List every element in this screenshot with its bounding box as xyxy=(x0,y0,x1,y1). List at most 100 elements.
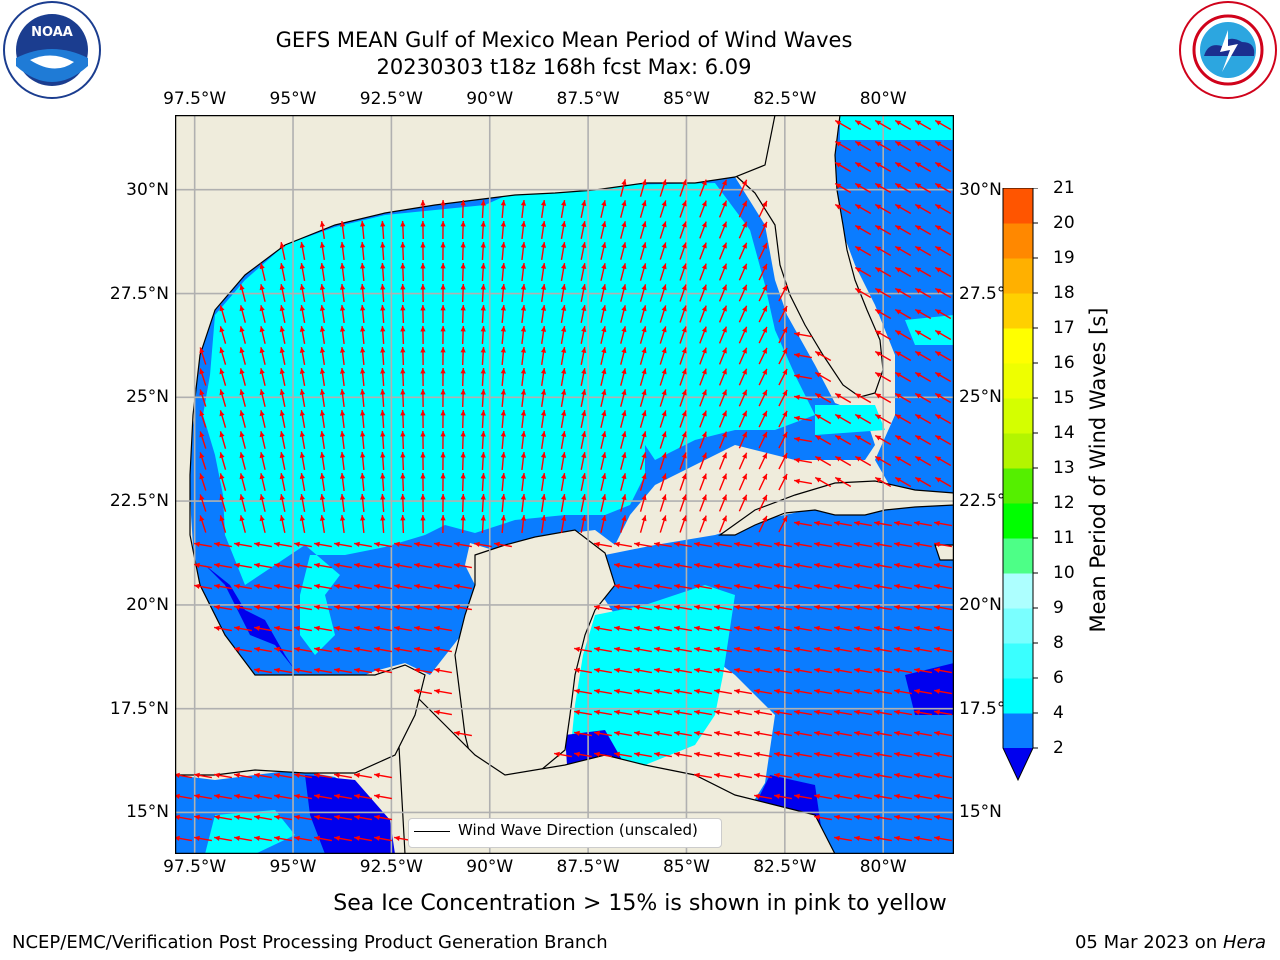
wave-direction-arrowhead xyxy=(614,583,620,589)
wave-direction-arrowhead xyxy=(895,414,902,420)
wave-direction-arrowhead xyxy=(440,326,446,332)
wave-direction-arrowhead xyxy=(714,541,720,547)
wave-direction-arrowhead xyxy=(394,562,400,568)
wave-direction-arrowhead xyxy=(855,246,862,252)
wave-direction-arrowhead xyxy=(762,284,767,291)
wave-direction-arrowhead xyxy=(440,242,446,248)
wave-direction-arrowhead xyxy=(834,604,840,610)
wave-direction-arrowhead xyxy=(314,835,320,841)
wave-direction-arrowhead xyxy=(721,452,727,459)
wave-direction-arrowhead xyxy=(874,625,880,631)
wave-direction-arrowhead xyxy=(434,667,440,673)
wave-direction-arrowhead xyxy=(714,751,720,757)
wave-direction-arrowhead xyxy=(915,225,922,231)
wave-direction-arrowhead xyxy=(500,473,506,479)
wave-direction-arrowhead xyxy=(935,162,942,168)
wave-direction-arrowhead xyxy=(694,667,700,673)
wave-direction-arrowhead xyxy=(641,305,647,312)
wave-direction-arrowhead xyxy=(894,625,900,631)
wave-direction-arrowhead xyxy=(734,751,740,757)
wave-direction-arrowhead xyxy=(742,410,747,417)
wave-direction-arrowhead xyxy=(674,730,680,736)
wave-direction-arrowhead xyxy=(674,625,680,631)
wave-direction-arrowhead xyxy=(239,494,245,501)
wave-direction-arrowhead xyxy=(875,120,882,126)
wave-direction-arrowhead xyxy=(794,478,800,484)
wave-direction-arrowhead xyxy=(299,347,305,353)
wave-direction-arrowhead xyxy=(594,688,600,694)
wave-direction-arrowhead xyxy=(935,309,942,315)
wave-direction-arrowhead xyxy=(460,515,466,521)
wave-direction-arrowhead xyxy=(254,646,260,652)
wave-direction-arrowhead xyxy=(520,263,527,269)
wave-direction-arrowhead xyxy=(601,452,607,459)
wave-direction-arrowhead xyxy=(915,477,922,483)
wave-direction-arrowhead xyxy=(874,520,880,526)
wave-direction-arrowhead xyxy=(259,389,265,396)
wave-direction-arrowhead xyxy=(794,772,800,778)
wave-direction-arrowhead xyxy=(601,284,607,291)
pacific-low xyxy=(305,775,395,854)
wave-direction-arrowhead xyxy=(319,263,326,269)
wave-direction-arrowhead xyxy=(319,515,326,521)
wave-direction-arrowhead xyxy=(394,646,400,652)
wave-direction-arrowhead xyxy=(440,284,446,290)
wave-direction-arrowhead xyxy=(754,751,760,757)
colorbar-tick-label: 10 xyxy=(1053,563,1075,583)
wave-direction-arrowhead xyxy=(794,331,800,337)
wave-direction-arrowhead xyxy=(614,667,620,673)
wave-direction-arrowhead xyxy=(354,604,360,610)
wave-direction-arrowhead xyxy=(374,814,380,820)
wave-direction-arrowhead xyxy=(934,793,940,799)
colorbar xyxy=(1002,188,1038,782)
wave-direction-arrowhead xyxy=(895,120,902,126)
wave-direction-arrowhead xyxy=(934,562,940,568)
wave-direction-arrowhead xyxy=(681,368,687,375)
lon-tick-bottom: 82.5°W xyxy=(753,857,817,877)
colorbar-tick-label: 4 xyxy=(1053,703,1064,723)
wave-direction-arrowhead xyxy=(500,452,506,458)
wave-direction-arrowhead xyxy=(782,515,788,522)
wave-direction-arrowhead xyxy=(480,410,486,416)
wave-direction-arrowhead xyxy=(239,284,245,291)
wave-direction-arrowhead xyxy=(199,515,205,522)
wave-direction-arrowhead xyxy=(721,368,727,375)
wave-direction-arrowhead xyxy=(895,246,902,252)
wave-direction-arrowhead xyxy=(520,494,527,500)
wave-direction-arrowhead xyxy=(460,305,466,311)
wave-direction-arrowhead xyxy=(614,730,620,736)
wave-direction-arrowhead xyxy=(641,284,647,291)
wave-direction-arrowhead xyxy=(334,793,340,799)
wave-direction-arrowhead xyxy=(319,326,326,332)
lat-tick-left: 22.5°N xyxy=(109,491,169,512)
wave-direction-arrowhead xyxy=(581,515,587,521)
wave-direction-arrowhead xyxy=(480,347,486,353)
wave-direction-arrowhead xyxy=(935,225,942,231)
wave-direction-arrowhead xyxy=(520,515,527,521)
wave-direction-arrowhead xyxy=(835,204,842,210)
wave-direction-arrowhead xyxy=(374,793,380,799)
colorbar-band xyxy=(1003,678,1033,714)
wave-direction-arrowhead xyxy=(259,284,265,291)
wave-direction-arrowhead xyxy=(734,541,740,547)
wave-direction-arrowhead xyxy=(814,751,820,757)
wave-direction-arrowhead xyxy=(561,494,567,500)
wave-direction-arrowhead xyxy=(674,562,680,568)
wave-direction-arrowhead xyxy=(480,494,486,500)
wave-direction-arrowhead xyxy=(634,541,640,547)
wave-direction-arrowhead xyxy=(875,204,882,210)
wave-direction-arrowhead xyxy=(935,204,942,210)
wave-direction-arrowhead xyxy=(894,772,900,778)
colorbar-tick-label: 17 xyxy=(1053,318,1075,338)
wave-direction-arrowhead xyxy=(855,288,862,294)
wave-direction-arrowhead xyxy=(380,242,386,248)
wave-direction-arrowhead xyxy=(319,347,326,353)
wave-direction-arrowhead xyxy=(259,515,265,522)
wave-direction-arrowhead xyxy=(259,452,265,459)
wave-direction-arrowhead xyxy=(420,284,426,290)
wave-direction-arrowhead xyxy=(734,709,740,715)
wave-direction-arrowhead xyxy=(661,410,667,417)
wave-direction-arrowhead xyxy=(460,284,466,290)
wave-direction-arrowhead xyxy=(621,284,627,291)
colorbar-band xyxy=(1003,433,1033,469)
